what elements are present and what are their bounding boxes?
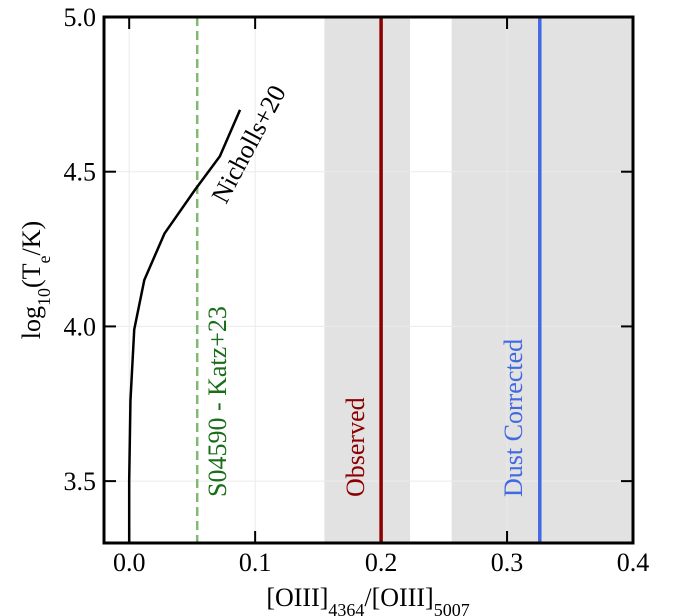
line-label: Observed xyxy=(341,397,370,497)
y-tick-label: 4.0 xyxy=(64,312,97,341)
y-tick-label: 5.0 xyxy=(64,3,97,32)
label-part: 5007 xyxy=(434,600,470,616)
y-tick-label: 4.5 xyxy=(64,158,97,187)
x-tick-label: 0.0 xyxy=(113,548,146,577)
x-tick-label: 0.4 xyxy=(617,548,650,577)
y-tick-label: 3.5 xyxy=(64,467,97,496)
label-part: /[OIII] xyxy=(364,583,433,612)
line xyxy=(127,109,242,543)
shaded-span xyxy=(451,17,633,543)
y-axis-label: log10(Te/K) xyxy=(17,221,54,339)
x-axis-label: [OIII]4364/[OIII]5007 xyxy=(266,583,469,616)
series-label: Nicholls+20 xyxy=(206,80,292,207)
label-part: 10 xyxy=(34,288,54,306)
label-part: log xyxy=(17,306,46,339)
shaded-span xyxy=(324,17,411,543)
line-label: Dust Corrected xyxy=(499,339,528,497)
label-part: (T xyxy=(17,263,46,288)
x-tick-label: 0.2 xyxy=(365,548,398,577)
x-tick-label: 0.3 xyxy=(491,548,524,577)
label-part: /K) xyxy=(17,221,46,256)
line-label: S04590 - Katz+23 xyxy=(203,306,232,497)
plot-frame xyxy=(102,15,635,545)
label-part: e xyxy=(34,255,54,263)
label-part: 4364 xyxy=(328,600,364,616)
x-tick-label: 0.1 xyxy=(239,548,272,577)
label-part: [OIII] xyxy=(266,583,328,612)
